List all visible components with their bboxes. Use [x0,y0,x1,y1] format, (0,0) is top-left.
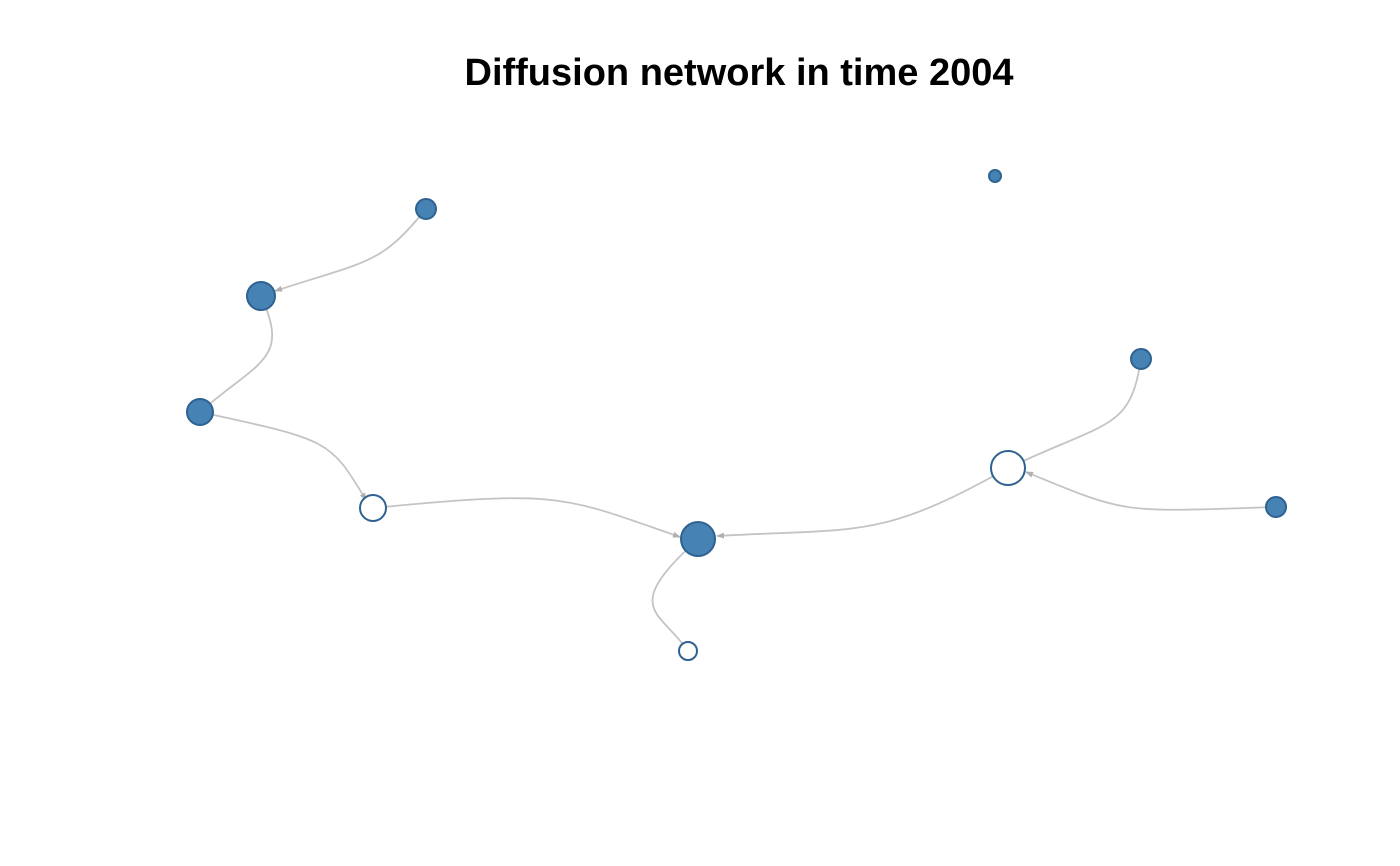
edge-n9-n7 [1025,471,1277,511]
edge-n3-n4 [199,411,367,501]
node-n8-adopter [1130,348,1152,370]
node-n7-non-adopter [990,450,1026,486]
edge-n8-n7 [1007,358,1142,469]
node-n5-adopter [680,521,716,557]
edge-n1-n2 [274,208,427,292]
node-n3-adopter [186,398,214,426]
edge-n4-n5 [372,497,681,538]
node-n9-adopter [1265,496,1287,518]
plot-title: Diffusion network in time 2004 [464,52,1014,94]
edge-n2-n3 [199,295,273,413]
node-n6-non-adopter [678,641,698,661]
nodes-layer [186,169,1287,661]
edges-layer [199,208,1277,652]
node-n10-adopter [988,169,1002,183]
node-n2-adopter [246,281,276,311]
edge-n5-n6 [651,538,699,652]
edge-n7-n5 [716,467,1009,539]
node-n4-non-adopter [359,494,387,522]
node-n1-adopter [415,198,437,220]
